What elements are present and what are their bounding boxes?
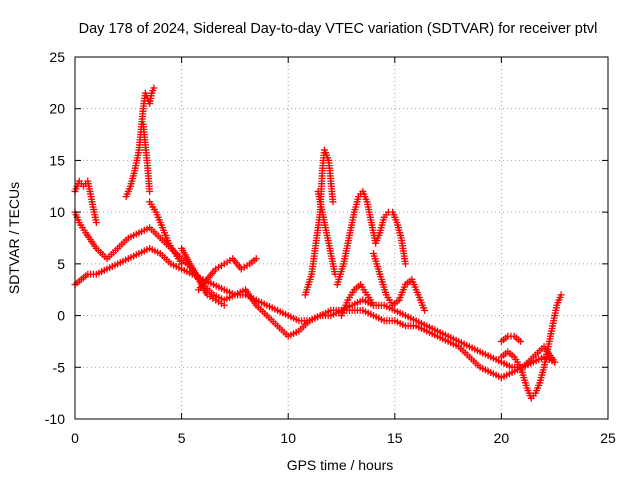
axis-ticks: 0 5 10 15 20 25 -10 -5 0 5 10 15 20 25 <box>45 49 616 446</box>
y-tick-label: -10 <box>45 411 65 427</box>
x-tick-label: 15 <box>387 430 403 446</box>
data-point <box>551 358 559 366</box>
data-point <box>369 301 377 309</box>
y-tick-label: 20 <box>49 101 65 117</box>
data-point <box>421 306 429 314</box>
data-point <box>150 84 158 92</box>
y-tick-label: 0 <box>57 308 65 324</box>
y-tick-label: -5 <box>53 359 66 375</box>
y-tick-label: 15 <box>49 152 65 168</box>
data-point <box>178 260 186 268</box>
data-point <box>146 187 154 195</box>
data-point <box>557 291 565 299</box>
y-tick-label: 25 <box>49 49 65 65</box>
y-tick-label: 5 <box>57 256 65 272</box>
x-tick-label: 10 <box>280 430 296 446</box>
y-axis-label: SDTVAR / TECUs <box>6 182 22 294</box>
data-points <box>71 84 565 402</box>
x-tick-label: 20 <box>494 430 510 446</box>
chart-title: Day 178 of 2024, Sidereal Day-to-day VTE… <box>79 21 598 37</box>
data-point <box>517 337 525 345</box>
data-point <box>401 260 409 268</box>
data-point <box>92 218 100 226</box>
data-point <box>252 255 260 263</box>
data-point <box>329 198 337 206</box>
x-tick-label: 25 <box>600 430 616 446</box>
plot-border <box>74 56 609 420</box>
x-axis-label: GPS time / hours <box>287 457 394 473</box>
x-tick-label: 0 <box>71 430 79 446</box>
y-tick-label: 10 <box>49 204 65 220</box>
data-point <box>220 301 228 309</box>
x-tick-label: 5 <box>178 430 186 446</box>
